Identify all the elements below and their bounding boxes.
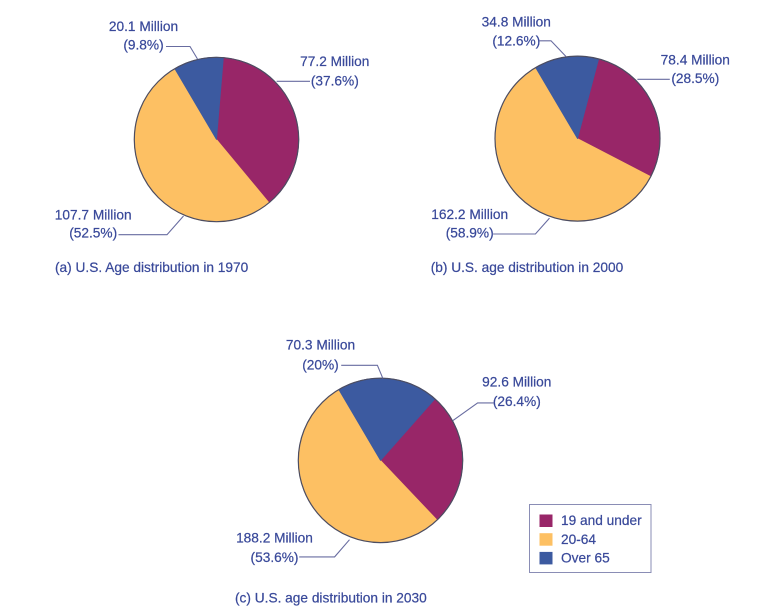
svg-text:(37.6%): (37.6%) (311, 73, 359, 88)
svg-text:(58.9%): (58.9%) (446, 225, 494, 240)
svg-text:(52.5%): (52.5%) (69, 225, 117, 240)
svg-text:78.4 Million: 78.4 Million (661, 53, 730, 68)
svg-text:(a) U.S. Age distribution in 1: (a) U.S. Age distribution in 1970 (55, 260, 249, 275)
svg-text:(b) U.S. age distribution in 2: (b) U.S. age distribution in 2000 (431, 260, 624, 275)
svg-text:162.2 Million: 162.2 Million (431, 207, 508, 222)
svg-text:(c) U.S. age distribution in 2: (c) U.S. age distribution in 2030 (235, 590, 427, 605)
svg-text:188.2 Million: 188.2 Million (236, 530, 313, 545)
svg-text:Over 65: Over 65 (561, 551, 610, 566)
svg-text:20.1 Million: 20.1 Million (109, 19, 178, 34)
svg-text:(20%): (20%) (302, 357, 339, 372)
svg-text:92.6 Million: 92.6 Million (482, 375, 551, 390)
svg-text:19 and under: 19 and under (561, 513, 642, 528)
svg-text:107.7 Million: 107.7 Million (55, 207, 132, 222)
svg-text:70.3 Million: 70.3 Million (286, 338, 355, 353)
svg-text:(28.5%): (28.5%) (671, 71, 719, 86)
svg-text:77.2 Million: 77.2 Million (300, 54, 369, 69)
svg-text:20-64: 20-64 (561, 532, 596, 547)
svg-text:(12.6%): (12.6%) (492, 34, 540, 49)
svg-text:34.8 Million: 34.8 Million (482, 15, 551, 30)
svg-text:(9.8%): (9.8%) (123, 37, 163, 52)
svg-text:(26.4%): (26.4%) (493, 394, 541, 409)
svg-text:(53.6%): (53.6%) (251, 550, 299, 565)
